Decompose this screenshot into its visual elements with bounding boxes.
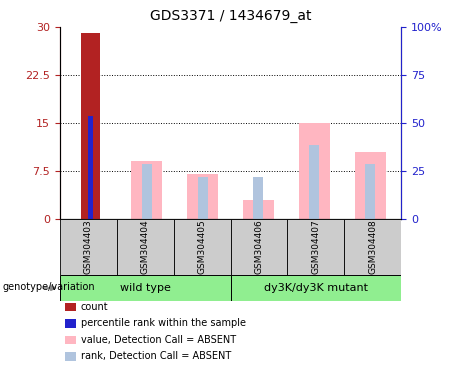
Text: GSM304404: GSM304404 <box>141 219 150 274</box>
Bar <box>344 219 401 275</box>
Bar <box>287 219 344 275</box>
Text: GSM304408: GSM304408 <box>368 219 377 274</box>
Bar <box>243 200 274 219</box>
Text: percentile rank within the sample: percentile rank within the sample <box>81 318 246 328</box>
Text: dy3K/dy3K mutant: dy3K/dy3K mutant <box>264 283 368 293</box>
Bar <box>60 275 230 301</box>
Bar <box>197 177 207 219</box>
Text: genotype/variation: genotype/variation <box>2 282 95 292</box>
Text: GSM304403: GSM304403 <box>84 219 93 274</box>
Bar <box>365 164 375 219</box>
Bar <box>117 219 174 275</box>
Bar <box>309 145 319 219</box>
Bar <box>81 33 100 219</box>
Bar <box>355 152 386 219</box>
Bar <box>142 164 152 219</box>
Bar <box>230 219 287 275</box>
Bar <box>174 219 230 275</box>
Text: value, Detection Call = ABSENT: value, Detection Call = ABSENT <box>81 335 236 345</box>
Bar <box>60 219 117 275</box>
Bar <box>187 174 218 219</box>
Bar <box>131 161 162 219</box>
Bar <box>230 275 401 301</box>
Text: count: count <box>81 302 108 312</box>
Bar <box>88 116 94 219</box>
Bar <box>299 123 330 219</box>
Text: wild type: wild type <box>120 283 171 293</box>
Text: GSM304406: GSM304406 <box>254 219 263 274</box>
Text: GSM304407: GSM304407 <box>311 219 320 274</box>
Text: rank, Detection Call = ABSENT: rank, Detection Call = ABSENT <box>81 351 231 361</box>
Text: GSM304405: GSM304405 <box>198 219 207 274</box>
Bar <box>254 177 264 219</box>
Title: GDS3371 / 1434679_at: GDS3371 / 1434679_at <box>150 9 311 23</box>
